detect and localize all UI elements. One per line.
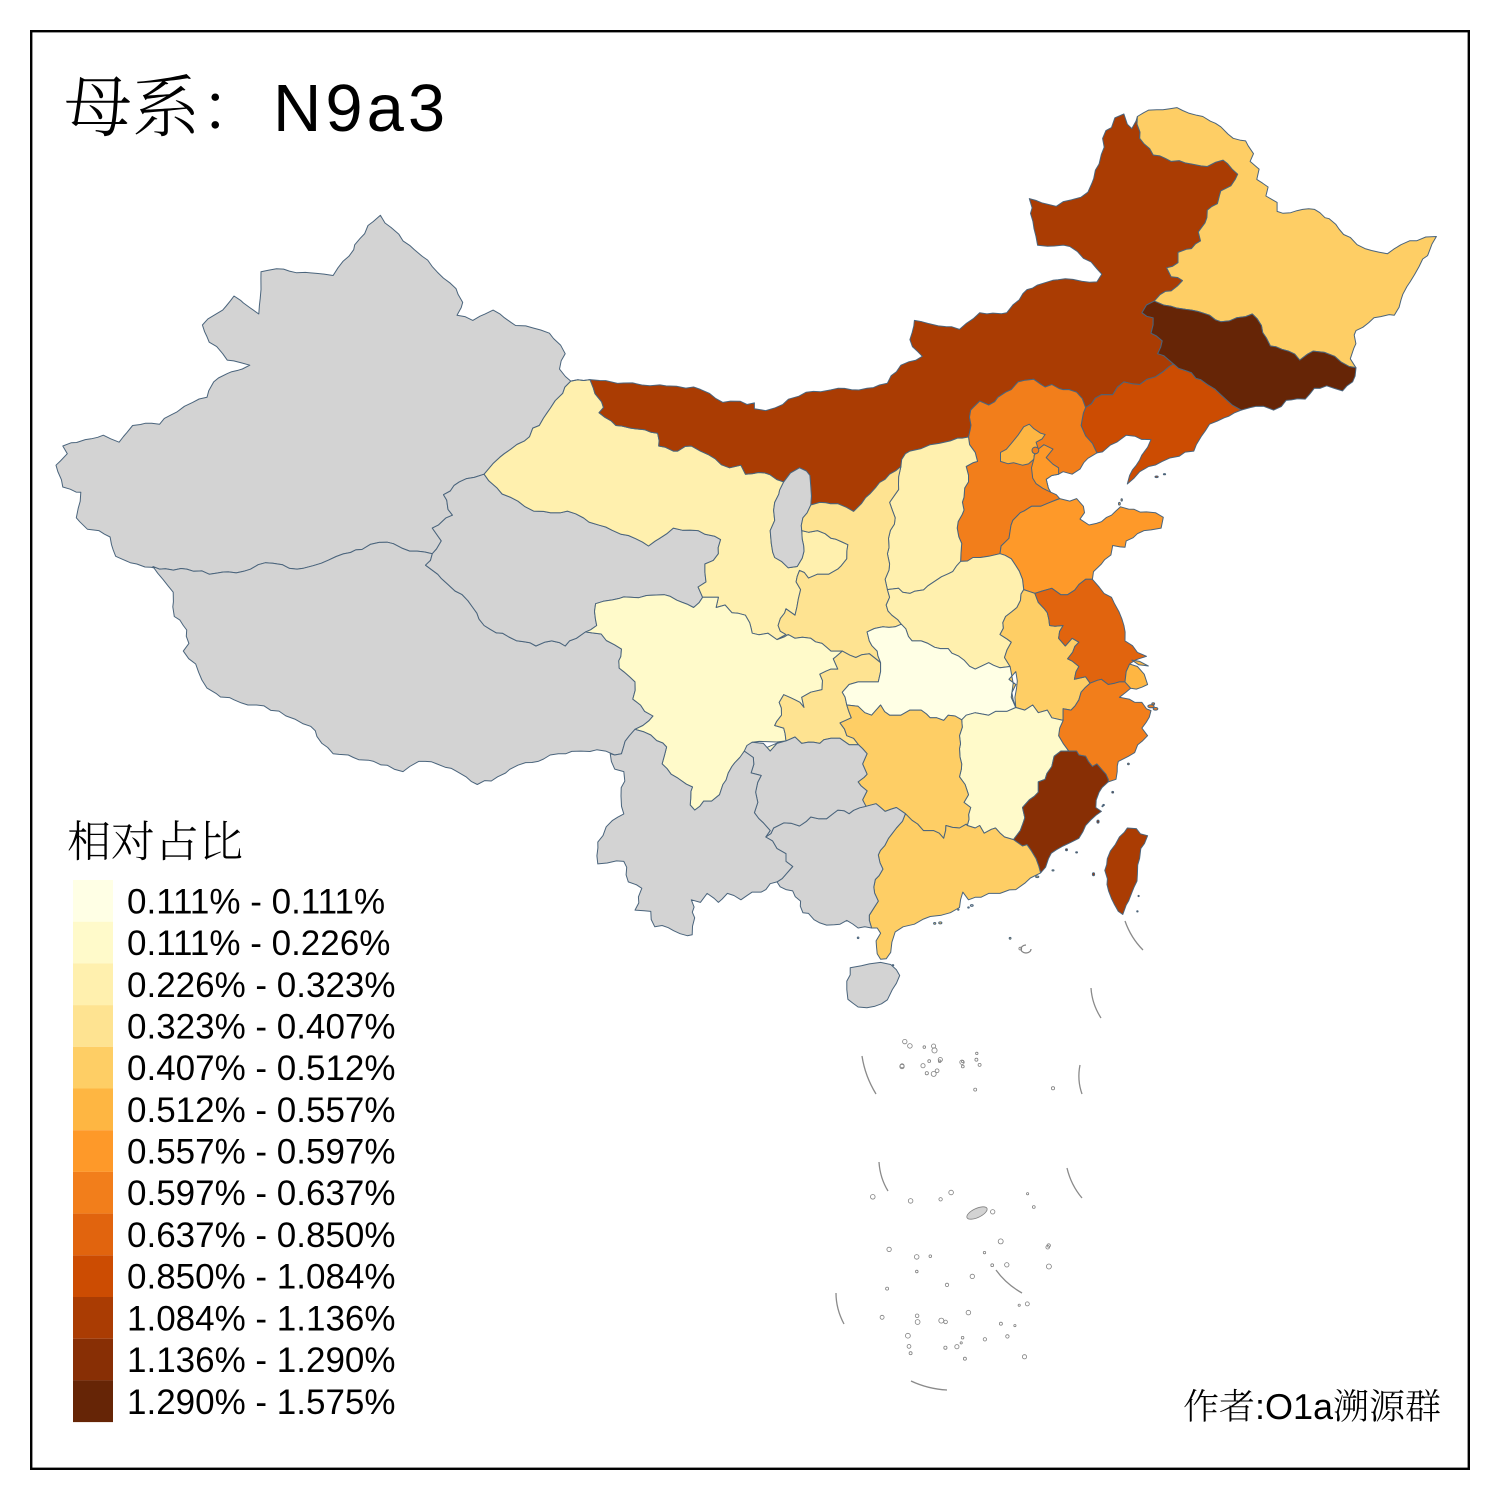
svg-text:0.111% - 0.226%: 0.111% - 0.226% (127, 924, 390, 963)
svg-text:1.084% - 1.136%: 1.084% - 1.136% (127, 1299, 396, 1338)
svg-text:0.111% - 0.111%: 0.111% - 0.111% (127, 882, 385, 921)
svg-text:0.557% - 0.597%: 0.557% - 0.597% (127, 1133, 396, 1172)
svg-text:N9a3: N9a3 (273, 71, 449, 146)
svg-text:0.323% - 0.407%: 0.323% - 0.407% (127, 1008, 396, 1047)
svg-text:0.226% - 0.323%: 0.226% - 0.323% (127, 966, 396, 1005)
svg-text:1.290% - 1.575%: 1.290% - 1.575% (127, 1383, 396, 1422)
svg-text:0.850% - 1.084%: 0.850% - 1.084% (127, 1258, 396, 1297)
svg-text:0.597% - 0.637%: 0.597% - 0.637% (127, 1174, 396, 1213)
svg-text:1.136% - 1.290%: 1.136% - 1.290% (127, 1341, 396, 1380)
svg-text:0.407% - 0.512%: 0.407% - 0.512% (127, 1049, 396, 1088)
svg-text:0.512% - 0.557%: 0.512% - 0.557% (127, 1091, 396, 1130)
svg-text:0.637% - 0.850%: 0.637% - 0.850% (127, 1216, 396, 1255)
